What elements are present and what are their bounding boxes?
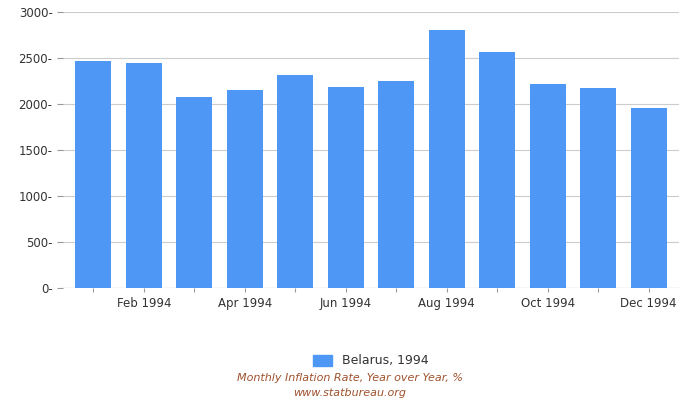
Text: Monthly Inflation Rate, Year over Year, %: Monthly Inflation Rate, Year over Year, … [237,373,463,383]
Bar [227,90,263,288]
Bar [428,30,465,288]
Text: www.statbureau.org: www.statbureau.org [293,388,407,398]
Bar [580,88,617,288]
Legend: Belarus, 1994: Belarus, 1994 [308,350,434,372]
Bar [479,52,515,288]
Bar [75,61,111,288]
Bar [125,62,162,288]
Bar [176,97,213,288]
Bar [328,86,364,288]
Bar [277,74,314,288]
Bar [378,81,414,288]
Bar [529,84,566,288]
Bar [631,108,667,288]
